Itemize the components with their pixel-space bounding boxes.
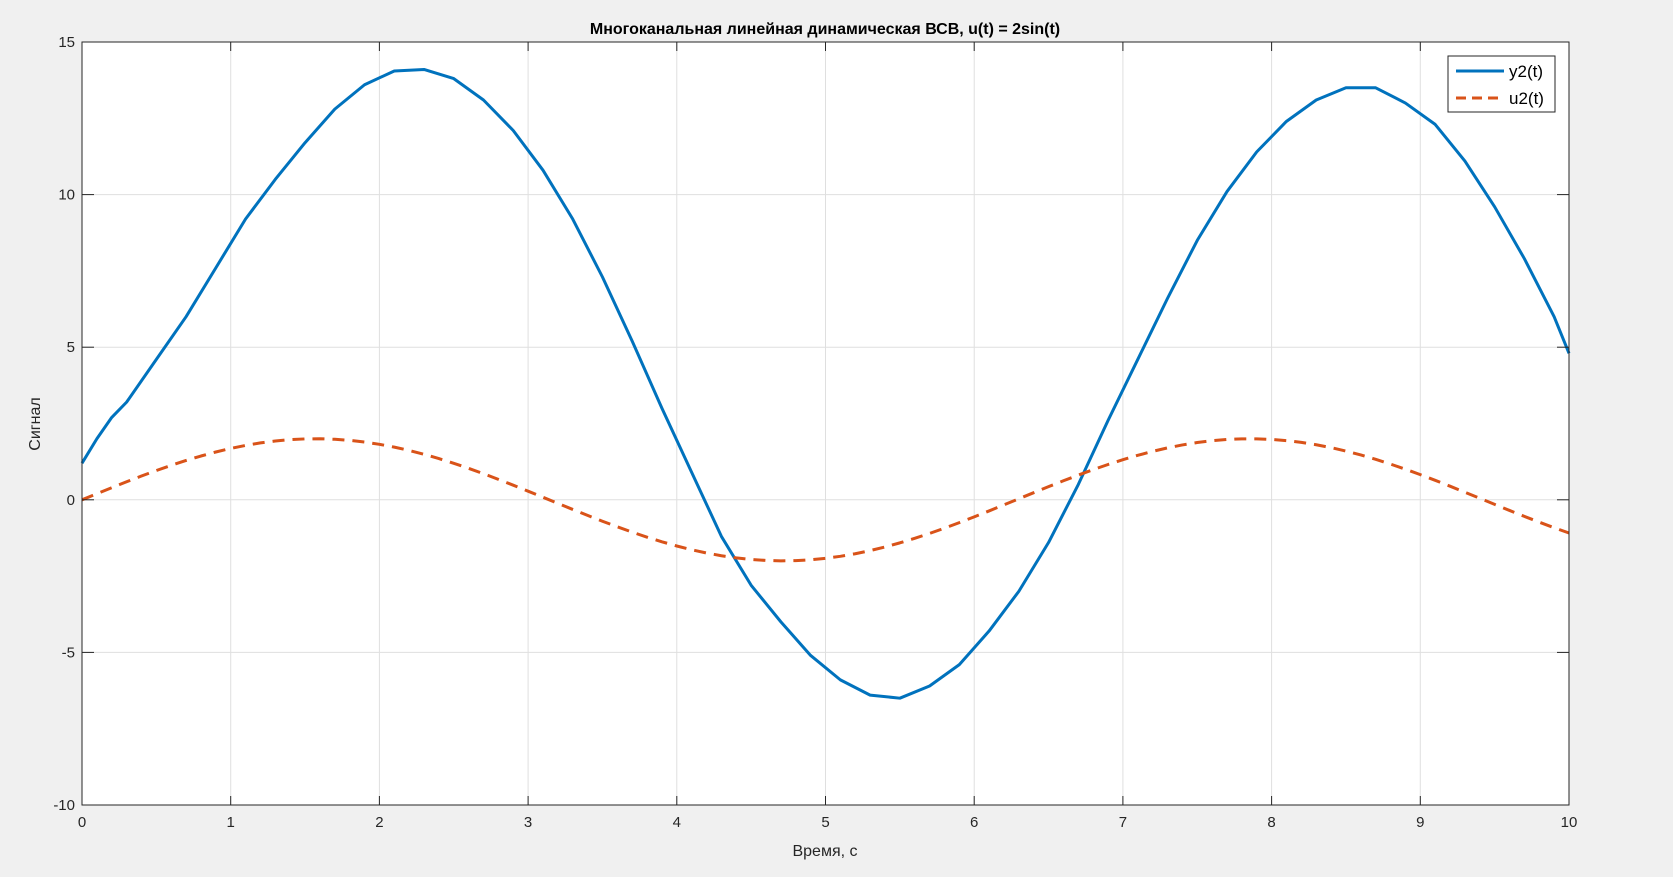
x-tick-label: 0 bbox=[78, 814, 86, 831]
series-layer bbox=[80, 67, 1571, 700]
y-tick-label: -5 bbox=[62, 644, 75, 661]
x-tick-label: 5 bbox=[821, 814, 829, 831]
legend[interactable]: y2(t) u2(t) bbox=[1447, 55, 1556, 113]
legend-label-u2: u2(t) bbox=[1509, 89, 1544, 108]
series-line-y2t bbox=[80, 67, 1571, 700]
tick-marks bbox=[81, 41, 1570, 806]
tick-labels: 0 1 2 3 4 5 6 7 8 9 10 -10 -5 0 5 10 15 bbox=[53, 34, 1577, 831]
chart-title: Многоканальная линейная динамическая ВСВ… bbox=[590, 21, 1060, 38]
x-tick-label: 1 bbox=[227, 814, 235, 831]
y-tick-label: 15 bbox=[58, 34, 75, 51]
x-axis-label: Время, с bbox=[792, 843, 857, 860]
x-tick-label: 6 bbox=[970, 814, 978, 831]
y-axis-label: Сигнал bbox=[27, 397, 44, 450]
y-tick-label: 10 bbox=[58, 187, 75, 204]
x-tick-label: 4 bbox=[673, 814, 681, 831]
series-line-u2t bbox=[81, 437, 1570, 563]
legend-box bbox=[1447, 55, 1556, 113]
y-tick-label: 0 bbox=[67, 492, 75, 509]
legend-label-y2: y2(t) bbox=[1509, 62, 1543, 81]
x-tick-label: 2 bbox=[375, 814, 383, 831]
x-tick-label: 7 bbox=[1119, 814, 1127, 831]
x-tick-label: 9 bbox=[1416, 814, 1424, 831]
x-tick-label: 8 bbox=[1267, 814, 1275, 831]
y-tick-label: 5 bbox=[67, 339, 75, 356]
y-tick-label: -10 bbox=[53, 797, 75, 814]
x-tick-label: 3 bbox=[524, 814, 532, 831]
x-tick-label: 10 bbox=[1561, 814, 1578, 831]
